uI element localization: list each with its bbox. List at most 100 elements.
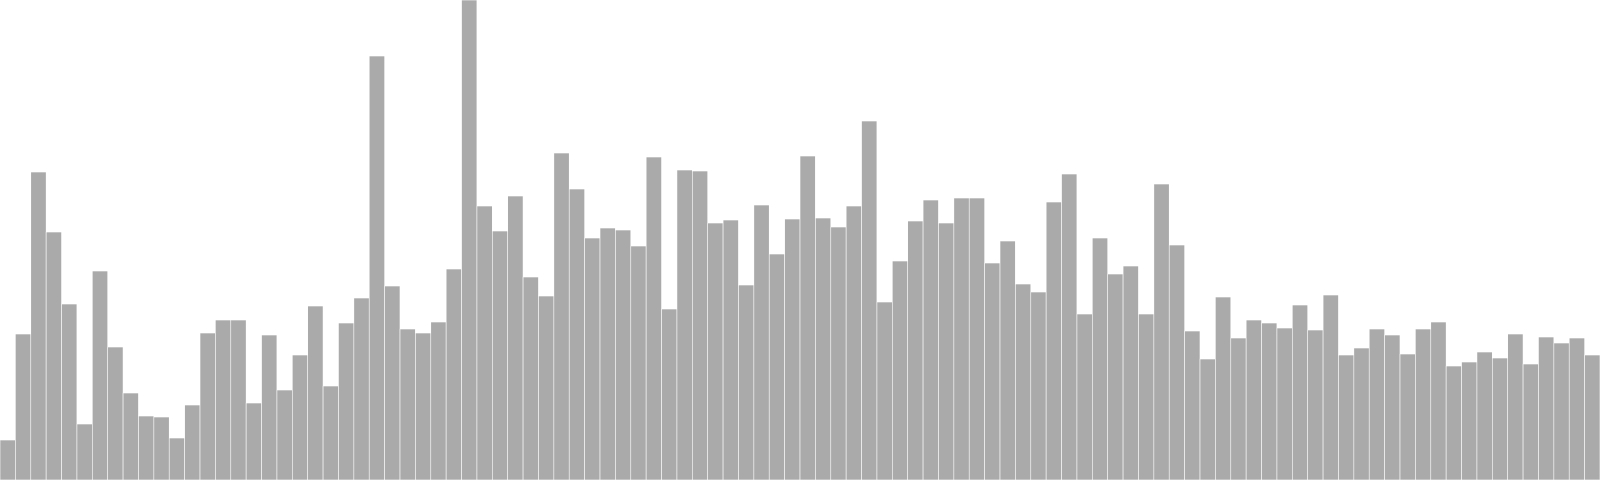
bar [861, 120, 878, 480]
bar [1322, 294, 1339, 480]
bar [445, 268, 462, 480]
bar [384, 285, 401, 480]
bar [707, 222, 724, 480]
bar [876, 301, 893, 480]
bar [1538, 336, 1555, 480]
bar [1353, 347, 1370, 480]
bar [276, 389, 293, 480]
bar [1045, 201, 1062, 480]
bar [107, 346, 124, 480]
bar [1584, 354, 1600, 480]
bar [15, 333, 32, 480]
bar [1292, 304, 1308, 480]
bar [538, 295, 555, 480]
bar [1568, 337, 1585, 480]
bar [30, 171, 47, 480]
bar [1153, 183, 1170, 480]
bar [1199, 358, 1216, 480]
bar [568, 188, 585, 480]
bar [1168, 244, 1185, 480]
bar [815, 217, 832, 480]
bar [1107, 273, 1124, 480]
bar [999, 240, 1016, 480]
bar [492, 230, 508, 480]
bar [1076, 313, 1093, 480]
bar [1461, 361, 1478, 480]
bar [799, 155, 816, 480]
bar [1215, 296, 1232, 480]
bar [292, 354, 308, 480]
bar [522, 276, 539, 480]
bar [1415, 328, 1432, 480]
bar [1261, 322, 1278, 480]
bar [1307, 329, 1324, 480]
bar [153, 416, 170, 480]
bar [0, 439, 16, 480]
bar [1138, 313, 1155, 480]
bar [415, 332, 432, 480]
bar [215, 319, 232, 480]
bar [430, 321, 447, 480]
bar [307, 305, 324, 480]
bar [230, 319, 247, 480]
bar [1092, 237, 1108, 480]
bar [1507, 333, 1524, 480]
bar [676, 169, 693, 480]
bar [338, 322, 355, 480]
bar [1276, 327, 1293, 480]
bar [1015, 283, 1032, 480]
bar [507, 195, 524, 480]
bar [1122, 265, 1139, 480]
bar [968, 197, 985, 480]
bar [1492, 357, 1508, 480]
bar [1338, 354, 1355, 480]
bar [168, 437, 185, 480]
bar [922, 199, 939, 480]
bar [845, 205, 862, 480]
bar [1553, 342, 1570, 480]
bar [953, 197, 970, 480]
bar [199, 332, 216, 480]
bar [399, 328, 416, 480]
bar [122, 392, 139, 480]
bar [1061, 173, 1078, 480]
bar [722, 219, 739, 480]
bar [1522, 363, 1539, 480]
bar [353, 297, 370, 480]
bar [45, 231, 62, 480]
bar [661, 308, 678, 480]
bar [1445, 365, 1462, 480]
bar [553, 152, 570, 480]
bar [784, 218, 801, 480]
bar [645, 156, 662, 480]
bar [1476, 351, 1493, 480]
bar [368, 55, 385, 480]
bar [1384, 334, 1401, 480]
bar [1230, 337, 1247, 480]
bar [1368, 328, 1385, 480]
bar [753, 204, 770, 480]
bar [322, 385, 339, 480]
bar [938, 222, 955, 480]
bar [584, 237, 601, 480]
bar [245, 402, 262, 480]
bar [615, 229, 632, 480]
bar [1430, 321, 1447, 480]
bar [738, 284, 755, 480]
bar [461, 0, 478, 480]
bar [476, 205, 493, 480]
bar [92, 270, 108, 480]
bar [1030, 291, 1047, 480]
bar [1184, 330, 1201, 480]
bar [599, 227, 616, 480]
bar [830, 226, 847, 480]
bar [630, 245, 647, 480]
bar [138, 415, 155, 480]
bar [61, 303, 78, 480]
bar [907, 220, 924, 480]
bar [892, 260, 908, 480]
bar [76, 423, 93, 480]
bar [768, 253, 785, 480]
